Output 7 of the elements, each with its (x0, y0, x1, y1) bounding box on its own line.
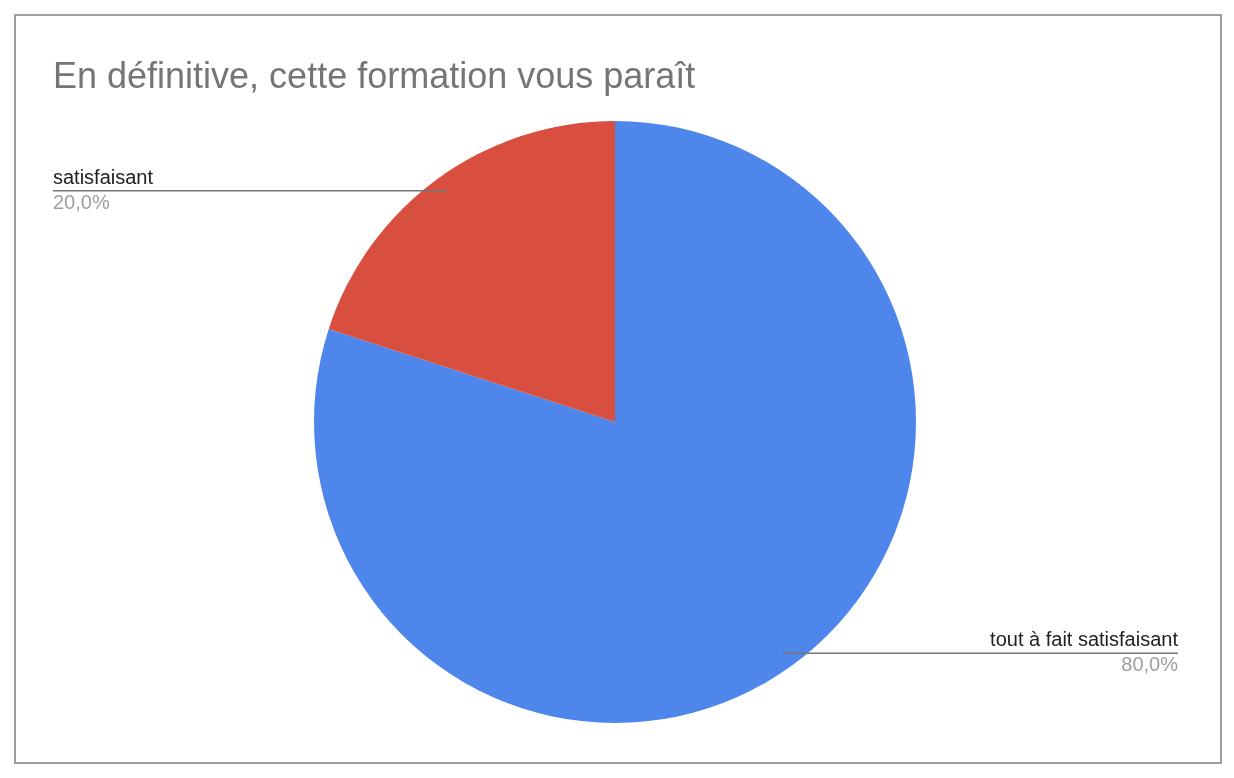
pie-slice (328, 121, 615, 422)
pie-slice (314, 121, 916, 723)
chart-title: En définitive, cette formation vous paraît (53, 55, 696, 96)
slice-label: satisfaisant (53, 165, 154, 188)
data-label: 20,0% (53, 190, 110, 213)
slice-label: tout à fait satisfaisant (990, 628, 1179, 651)
data-label: 80,0% (1121, 653, 1179, 676)
